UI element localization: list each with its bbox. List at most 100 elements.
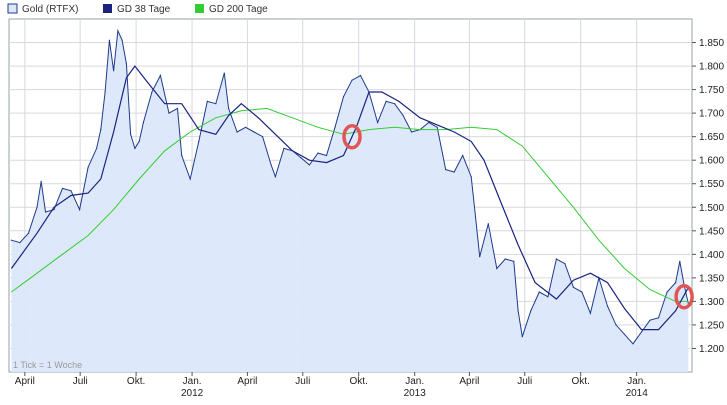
gold-data-point — [53, 209, 55, 211]
legend-item-gd200: GD 200 Tage — [195, 4, 268, 15]
legend-label-gold: Gold (RTFX) — [22, 4, 79, 15]
crossover-marker-1 — [342, 123, 362, 150]
gold-data-point — [159, 74, 161, 77]
x-tick-label: Jan. — [627, 376, 646, 387]
gold-data-point — [125, 63, 127, 65]
gold-data-point — [436, 126, 438, 128]
gold-data-point — [402, 114, 404, 117]
x-tick-label: Juli — [73, 376, 88, 387]
legend: Gold (RTFX) GD 38 Tage GD 200 Tage — [7, 3, 268, 15]
legend-swatch-gd200 — [195, 4, 204, 13]
gold-data-point — [487, 223, 489, 225]
gold-data-point — [40, 180, 42, 182]
gold-data-point — [130, 133, 132, 135]
gold-data-point — [342, 96, 345, 98]
gold-price-line — [11, 28, 689, 345]
tick-note: 1 Tick = 1 Woche — [13, 360, 82, 370]
legend-swatch-gold — [7, 3, 18, 14]
x-tick-label: April — [15, 376, 35, 387]
x-tick-year-label: 2014 — [626, 388, 649, 399]
legend-label-gd38: GD 38 Tage — [117, 4, 171, 15]
gold-data-point — [504, 258, 506, 260]
y-tick-label: 1.800 — [699, 62, 724, 73]
gold-data-point — [581, 291, 583, 293]
gold-data-point — [113, 70, 115, 72]
crossover-marker-2 — [674, 283, 694, 310]
gold-data-point — [10, 239, 12, 241]
gold-data-point — [445, 169, 447, 171]
gold-data-point — [308, 164, 310, 166]
gold-data-point — [27, 232, 30, 234]
gold-data-point — [44, 211, 47, 213]
gold-data-point — [168, 112, 170, 114]
gold-data-point — [496, 267, 498, 270]
x-tick-label: April — [237, 376, 257, 387]
y-tick-label: 1.300 — [699, 297, 724, 308]
gold-data-point — [19, 242, 21, 244]
y-tick-label: 1.200 — [699, 344, 724, 355]
annotation-layer — [342, 123, 694, 310]
gold-data-point — [479, 256, 481, 258]
gold-data-point — [513, 260, 515, 262]
legend-item-gold: Gold (RTFX) — [7, 3, 79, 15]
x-tick-year-label: 2012 — [181, 388, 204, 399]
gold-data-point — [100, 129, 102, 131]
gold-data-point — [453, 171, 455, 173]
y-tick-label: 1.700 — [699, 109, 724, 120]
gold-data-point — [96, 147, 98, 149]
gold-data-point — [606, 305, 609, 307]
gold-data-point — [274, 176, 276, 178]
gold-data-point — [108, 39, 110, 41]
gold-data-point — [104, 91, 106, 93]
gold-data-point — [385, 100, 387, 102]
gold-area-fill — [11, 30, 689, 373]
gold-data-point — [283, 147, 285, 149]
gold-data-point — [377, 121, 379, 124]
gold-data-point — [572, 286, 575, 288]
gold-data-point — [151, 91, 153, 93]
gold-data-point — [394, 103, 396, 105]
gold-data-point — [70, 190, 72, 192]
gold-data-point — [228, 107, 230, 109]
gold-data-point — [121, 39, 123, 41]
series-layer — [10, 28, 690, 373]
gold-data-point — [142, 121, 144, 124]
x-tick-label: Okt. — [127, 376, 145, 387]
gold-data-point — [640, 331, 643, 333]
gold-data-point — [675, 282, 677, 284]
gold-data-point — [117, 30, 119, 32]
x-tick-label: Jan. — [405, 376, 424, 387]
gold-data-point — [666, 291, 668, 293]
x-tick-label: April — [459, 376, 479, 387]
gold-data-point — [198, 140, 200, 142]
gold-data-point — [36, 206, 38, 208]
gold-data-point — [206, 100, 208, 102]
gold-data-point — [359, 74, 362, 77]
gold-data-point — [517, 310, 519, 312]
y-tick-label: 1.450 — [699, 226, 724, 237]
x-tick-label: Jan. — [183, 376, 202, 387]
gold-data-point — [325, 154, 328, 157]
gold-data-point — [245, 126, 247, 128]
gold-data-point — [317, 152, 319, 154]
y-tick-label: 1.500 — [699, 203, 724, 214]
y-tick-label: 1.750 — [699, 85, 724, 96]
gold-data-point — [657, 317, 660, 319]
gold-data-point — [134, 147, 136, 149]
gold-data-point — [270, 164, 272, 166]
y-tick-label: 1.550 — [699, 179, 724, 190]
gold-data-point — [87, 166, 89, 168]
gold-data-point — [470, 176, 472, 178]
x-tick-label: Okt. — [572, 376, 590, 387]
legend-label-gd200: GD 200 Tage — [209, 4, 268, 15]
gold-data-point — [521, 336, 523, 338]
gold-data-point — [555, 258, 558, 260]
y-axis: 1.200 1.250 1.300 1.350 1.400 1.450 1.500 1.550… — [692, 38, 724, 355]
gold-data-point — [623, 333, 626, 335]
gold-data-point — [253, 131, 255, 133]
gold-data-point — [547, 296, 549, 298]
gd38-line — [10, 65, 689, 331]
y-tick-label: 1.650 — [699, 132, 724, 143]
gold-data-point — [564, 263, 566, 265]
